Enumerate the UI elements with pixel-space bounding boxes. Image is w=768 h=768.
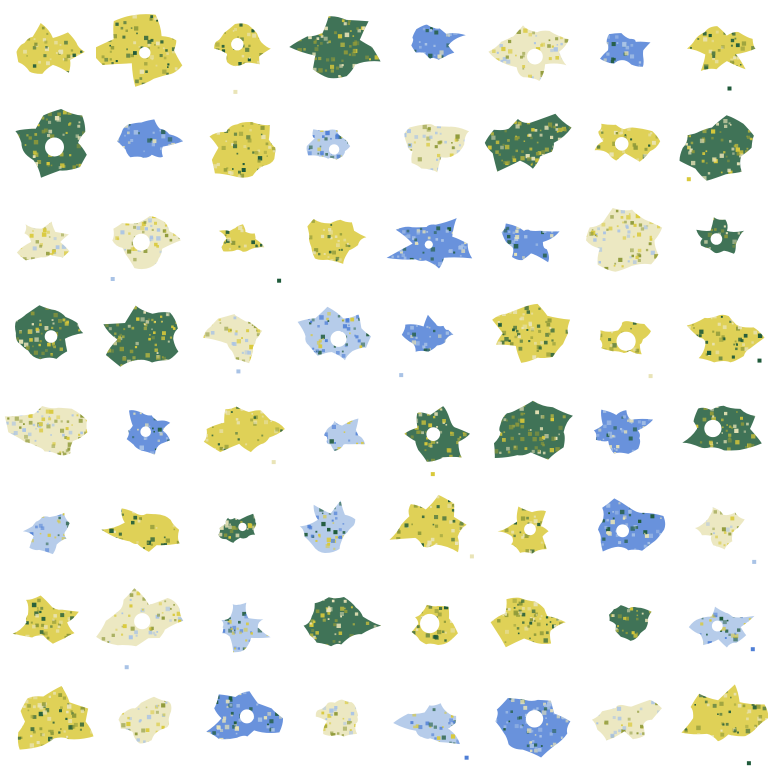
- sample-blob: [609, 605, 652, 641]
- sample-tile: [0, 288, 96, 384]
- sample-tile: [576, 672, 672, 768]
- sample-tile: [576, 576, 672, 672]
- sample-blob: [218, 224, 265, 252]
- sample-blob: [495, 698, 571, 758]
- sample-tile: [384, 480, 480, 576]
- sample-tile: [384, 96, 480, 192]
- sample-tile: [96, 480, 192, 576]
- sample-tile: [576, 0, 672, 96]
- sample-tile: [96, 672, 192, 768]
- sample-blob: [16, 23, 85, 74]
- sample-tile: [672, 384, 768, 480]
- sample-blob: [289, 16, 381, 79]
- sample-tile: [480, 480, 576, 576]
- sample-blob: [679, 115, 754, 181]
- sample-tile: [192, 0, 288, 96]
- sample-tile: [192, 576, 288, 672]
- sample-tile: [0, 480, 96, 576]
- sample-tile: [672, 288, 768, 384]
- sample-tile: [0, 672, 96, 768]
- sample-tile: [384, 576, 480, 672]
- sample-tile: [672, 192, 768, 288]
- sample-tile: [192, 96, 288, 192]
- sample-tile: [192, 480, 288, 576]
- sample-tile: [672, 0, 768, 96]
- sample-tile: [96, 0, 192, 96]
- sample-tile: [672, 576, 768, 672]
- sample-tile: [0, 384, 96, 480]
- sample-blob: [303, 597, 382, 647]
- sample-blob: [598, 498, 666, 552]
- sample-tile: [288, 0, 384, 96]
- sample-tile: [576, 192, 672, 288]
- sample-blob: [389, 494, 467, 553]
- sample-blob: [324, 418, 366, 452]
- sample-tile: [0, 192, 96, 288]
- sample-tile: [96, 576, 192, 672]
- sample-tile: [672, 96, 768, 192]
- sample-tile: [0, 96, 96, 192]
- sample-tile: [576, 384, 672, 480]
- sample-tile: [288, 384, 384, 480]
- sample-tile: [576, 480, 672, 576]
- sample-tile: [96, 288, 192, 384]
- sample-tile: [384, 288, 480, 384]
- sample-tile: [288, 576, 384, 672]
- sample-blob: [101, 508, 180, 552]
- sample-blob: [484, 113, 572, 172]
- sample-blob: [307, 219, 367, 264]
- sample-tile: [480, 288, 576, 384]
- sample-tile: [288, 96, 384, 192]
- sample-tile: [0, 576, 96, 672]
- sample-blob: [299, 500, 356, 554]
- sample-tile: [288, 480, 384, 576]
- sample-blob: [22, 512, 70, 555]
- sample-tile: [480, 384, 576, 480]
- sample-blob: [103, 305, 179, 367]
- sample-blob: [221, 602, 271, 653]
- sample-blob: [17, 686, 94, 750]
- sample-blob: [490, 597, 566, 648]
- sample-tile: [192, 384, 288, 480]
- sample-tile: [288, 192, 384, 288]
- sample-blob: [203, 406, 285, 453]
- sample-tile: [192, 192, 288, 288]
- sample-blob: [411, 24, 466, 60]
- sample-tile: [576, 96, 672, 192]
- sample-tile: [96, 192, 192, 288]
- sample-blob: [497, 506, 549, 554]
- sample-tile: [384, 192, 480, 288]
- sample-tile: [0, 0, 96, 96]
- sample-blob: [681, 684, 768, 742]
- sample-blob: [4, 406, 88, 456]
- sample-tile: [192, 288, 288, 384]
- sample-tile: [192, 672, 288, 768]
- sample-tile: [96, 384, 192, 480]
- sample-tile: [576, 288, 672, 384]
- sample-tile: [384, 384, 480, 480]
- sample-tile: [480, 96, 576, 192]
- sample-blob: [501, 223, 560, 263]
- sample-tile: [384, 672, 480, 768]
- sample-tile: [96, 96, 192, 192]
- sample-tile: [672, 672, 768, 768]
- sample-blob: [16, 221, 70, 261]
- sample-tile: [384, 0, 480, 96]
- sample-blob: [686, 314, 765, 363]
- sample-blob: [203, 314, 263, 364]
- sample-tile: [288, 288, 384, 384]
- sample-tile: [480, 672, 576, 768]
- sample-tile: [480, 192, 576, 288]
- sample-tile: [480, 576, 576, 672]
- sample-blob: [96, 14, 183, 87]
- sample-blob: [591, 699, 662, 741]
- sample-blob: [209, 121, 276, 178]
- sample-tile: [480, 0, 576, 96]
- sample-blob: [12, 595, 79, 644]
- sample-tile: [672, 480, 768, 576]
- sample-tile: [288, 672, 384, 768]
